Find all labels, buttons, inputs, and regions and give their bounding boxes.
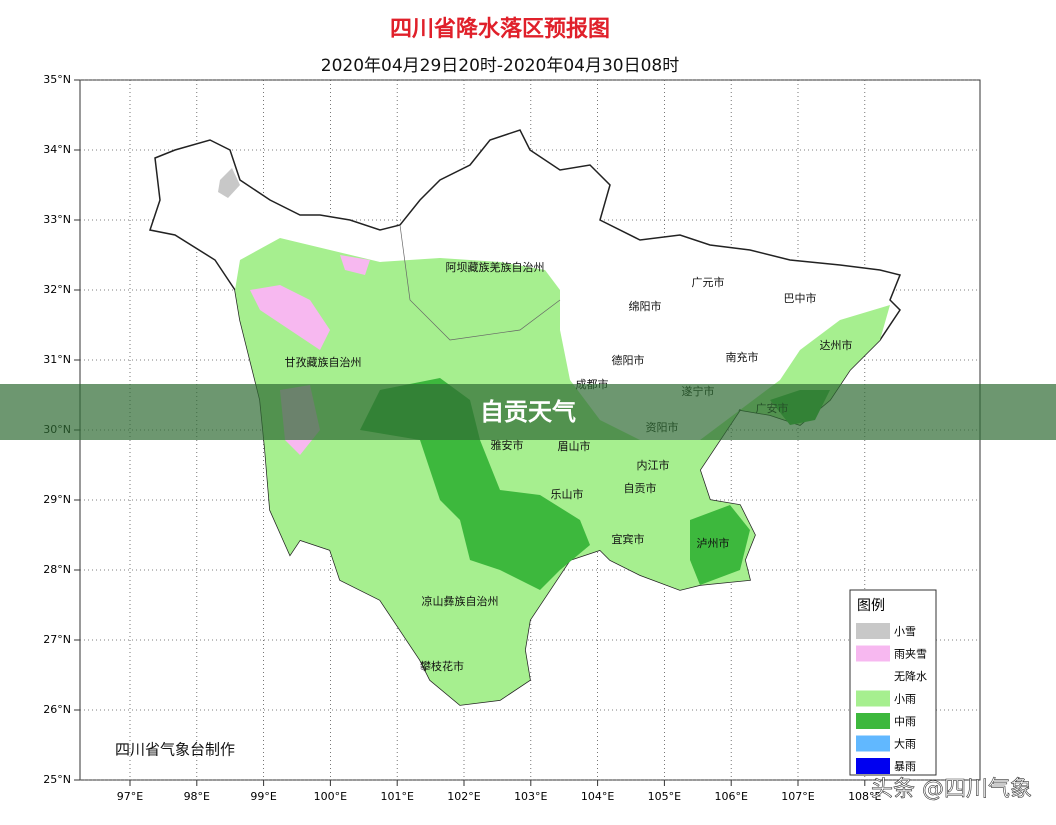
place-label: 乐山市: [551, 487, 584, 501]
place-label: 内江市: [637, 458, 670, 472]
credit: 四川省气象台制作: [115, 741, 235, 759]
legend-swatch: [856, 713, 890, 729]
lon-label: 100°E: [314, 790, 347, 803]
legend-swatch: [856, 623, 890, 639]
lat-label: 29°N: [43, 493, 71, 506]
title: 四川省降水落区预报图: [390, 17, 610, 42]
place-label: 达州市: [820, 338, 853, 352]
legend-label: 雨夹雪: [894, 648, 927, 661]
legend-swatch: [856, 645, 890, 662]
lat-label: 35°N: [43, 73, 71, 86]
legend-swatch: [856, 668, 890, 684]
place-label: 眉山市: [558, 439, 591, 453]
place-label: 攀枝花市: [420, 659, 464, 673]
lon-label: 99°E: [250, 790, 276, 803]
watermark: 头条 @四川气象: [871, 777, 1032, 802]
legend-label: 中雨: [894, 715, 916, 728]
lon-label: 102°E: [447, 790, 480, 803]
lat-label: 27°N: [43, 633, 71, 646]
legend-label: 大雨: [894, 737, 916, 751]
lon-label: 104°E: [581, 790, 614, 803]
place-label: 凉山彝族自治州: [422, 594, 499, 608]
lat-label: 31°N: [43, 353, 71, 366]
lon-label: 108°E: [848, 790, 881, 803]
place-label: 甘孜藏族自治州: [285, 355, 362, 369]
banner-text: 自贡天气: [480, 398, 576, 426]
subtitle: 2020年04月29日20时-2020年04月30日08时: [321, 56, 679, 76]
lon-label: 97°E: [117, 790, 143, 803]
lat-label: 28°N: [43, 563, 71, 576]
legend-label: 小雪: [894, 625, 916, 638]
place-label: 宜宾市: [612, 532, 645, 546]
legend-swatch: [856, 690, 890, 707]
lat-label: 26°N: [43, 703, 71, 716]
legend-swatch: [856, 735, 890, 752]
lat-label: 34°N: [43, 143, 71, 156]
place-label: 绵阳市: [629, 299, 662, 313]
legend-label: 无降水: [894, 669, 927, 683]
lon-label: 103°E: [514, 790, 547, 803]
legend-swatch: [856, 758, 890, 774]
lat-label: 33°N: [43, 213, 71, 226]
place-label: 自贡市: [624, 481, 657, 495]
legend-label: 小雨: [894, 693, 916, 706]
lon-label: 101°E: [380, 790, 413, 803]
lon-label: 98°E: [184, 790, 210, 803]
lat-label: 25°N: [43, 773, 71, 786]
place-label: 泸州市: [697, 536, 730, 550]
legend-label: 暴雨: [894, 760, 916, 773]
lat-label: 32°N: [43, 283, 71, 296]
place-label: 雅安市: [491, 438, 524, 452]
place-label: 南充市: [726, 350, 759, 364]
place-label: 阿坝藏族羌族自治州: [446, 260, 545, 274]
lon-label: 106°E: [714, 790, 747, 803]
place-label: 广元市: [692, 275, 725, 289]
graticule: 35°N34°N33°N32°N31°N30°N29°N28°N27°N26°N…: [43, 73, 980, 803]
place-label: 德阳市: [612, 353, 645, 367]
lon-label: 105°E: [648, 790, 681, 803]
legend-title: 图例: [857, 598, 885, 614]
lon-label: 107°E: [781, 790, 814, 803]
banner: [0, 384, 1056, 440]
place-label: 巴中市: [784, 291, 817, 305]
